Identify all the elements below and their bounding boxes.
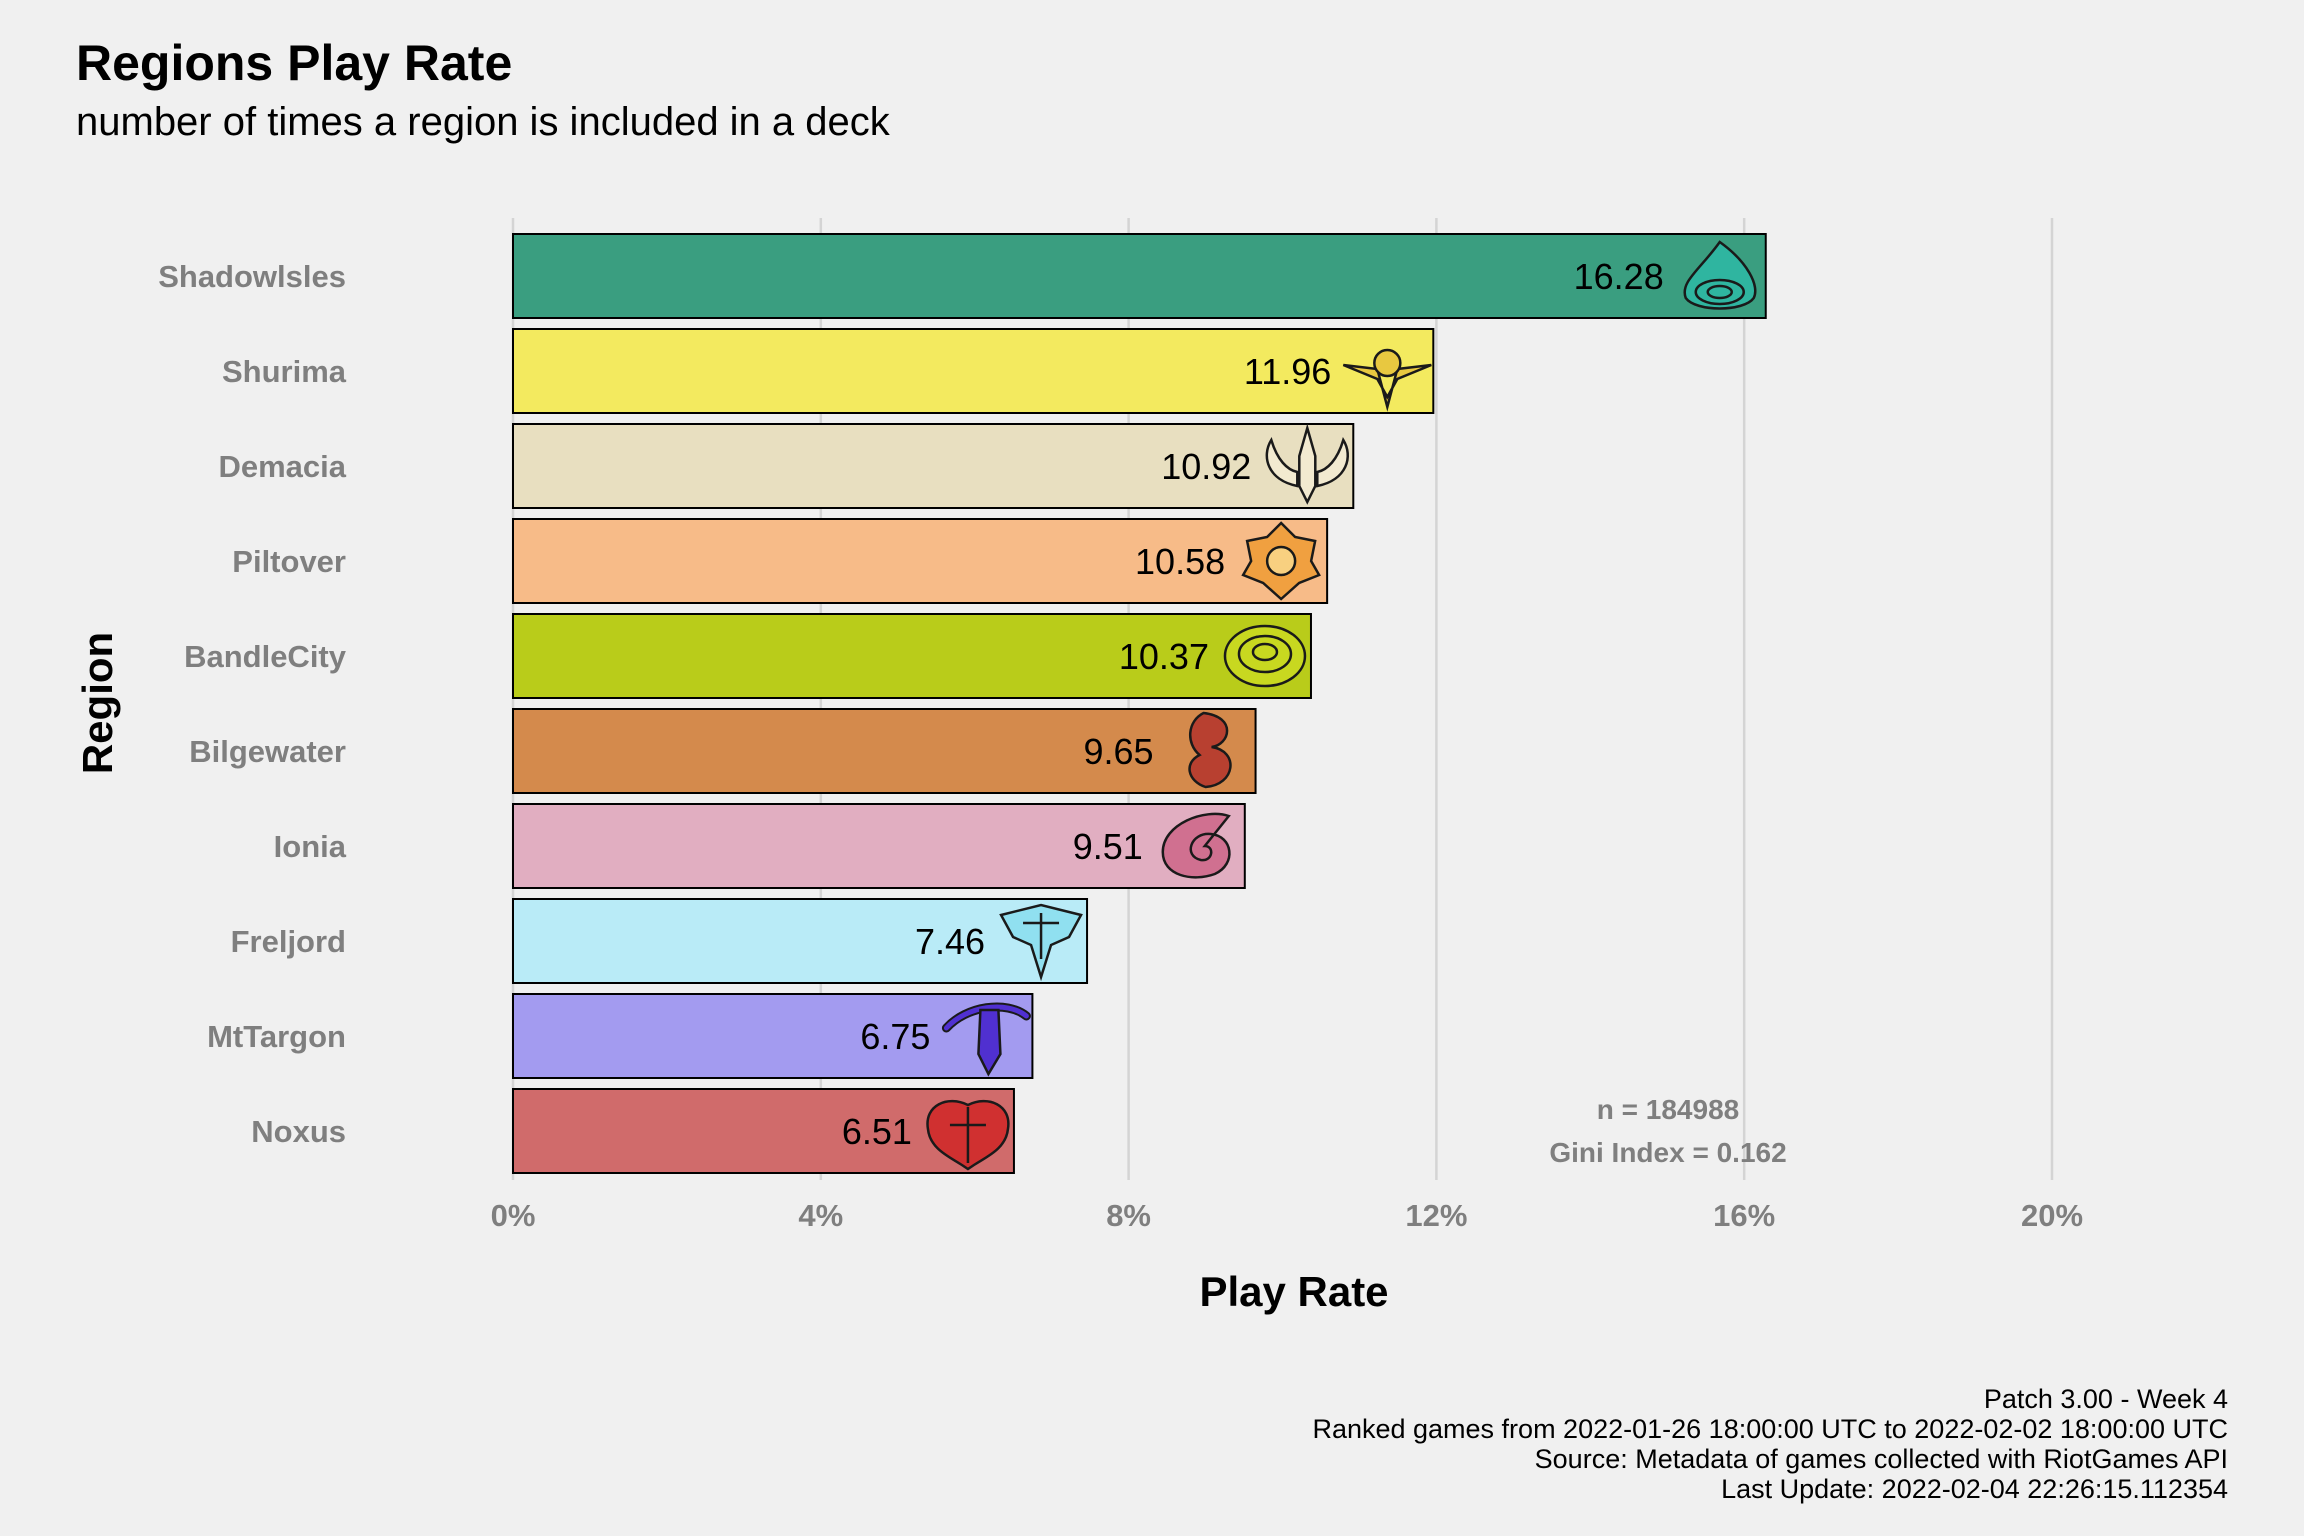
y-tick-label: Shurima xyxy=(222,354,347,389)
gini-index-annotation: Gini Index = 0.162 xyxy=(1549,1137,1786,1168)
x-axis-ticks: 0% 4% 8% 12% 16% 20% xyxy=(491,1198,2083,1233)
x-tick-label: 20% xyxy=(2021,1198,2083,1233)
y-axis-labels: Shadowlsles Shurima Demacia Piltover BandleC… xyxy=(158,259,347,1149)
sample-size-annotation: n = 184988 xyxy=(1597,1094,1739,1125)
caption-source: Source: Metadata of games collected with… xyxy=(1534,1444,2228,1474)
caption-date-range: Ranked games from 2022-01-26 18:00:00 UT… xyxy=(1312,1414,2228,1444)
bar-freljord xyxy=(512,898,1089,984)
y-tick-label: Shadowlsles xyxy=(158,259,346,294)
y-tick-label: Ionia xyxy=(274,829,347,864)
chart-subtitle: number of times a region is included in … xyxy=(76,100,890,144)
y-tick-label: Noxus xyxy=(251,1114,346,1149)
y-tick-label: MtTargon xyxy=(207,1019,346,1054)
value-label: 10.58 xyxy=(1135,541,1225,582)
bar-piltover xyxy=(512,518,1329,604)
bar-demacia xyxy=(512,423,1355,509)
bar-bandlecity xyxy=(512,613,1312,699)
value-label: 7.46 xyxy=(915,921,985,962)
mttargon-icon xyxy=(941,1002,1031,1077)
bar-shurima xyxy=(512,328,1435,414)
noxus-icon xyxy=(926,1099,1010,1171)
x-tick-label: 8% xyxy=(1106,1198,1151,1233)
shurima-icon xyxy=(1342,348,1432,412)
value-label: 10.92 xyxy=(1161,446,1251,487)
piltover-icon xyxy=(1241,521,1321,601)
bar-ionia xyxy=(512,803,1246,889)
x-tick-label: 12% xyxy=(1405,1198,1467,1233)
value-label: 6.51 xyxy=(842,1111,912,1152)
freljord-icon xyxy=(999,903,1083,982)
value-label: 9.51 xyxy=(1073,826,1143,867)
value-label: 9.65 xyxy=(1083,731,1153,772)
y-tick-label: Demacia xyxy=(218,449,346,484)
x-tick-label: 4% xyxy=(798,1198,843,1233)
demacia-icon xyxy=(1265,423,1349,505)
bar-shadowlsles xyxy=(512,233,1767,319)
bandlecity-icon xyxy=(1223,624,1307,688)
value-label: 16.28 xyxy=(1574,256,1664,297)
caption-patch: Patch 3.00 - Week 4 xyxy=(1983,1384,2228,1414)
bilgewater-icon xyxy=(1188,711,1232,789)
value-label: 10.37 xyxy=(1119,636,1209,677)
y-tick-label: Freljord xyxy=(231,924,346,959)
bar-bilgewater xyxy=(512,708,1257,794)
chart-title: Regions Play Rate xyxy=(76,35,513,91)
y-tick-label: BandleCity xyxy=(184,639,347,674)
ionia-icon xyxy=(1161,812,1231,879)
x-tick-label: 0% xyxy=(491,1198,536,1233)
bar-mttargon xyxy=(512,993,1034,1079)
y-tick-label: Piltover xyxy=(232,544,346,579)
y-tick-label: Bilgewater xyxy=(189,734,346,769)
caption: Patch 3.00 - Week 4 Ranked games from 20… xyxy=(1312,1384,2228,1504)
y-axis-title: Region xyxy=(74,632,121,774)
caption-last-update: Last Update: 2022-02-04 22:26:15.112354 xyxy=(1721,1474,2228,1504)
x-axis-title: Play Rate xyxy=(1199,1268,1388,1315)
x-tick-label: 16% xyxy=(1713,1198,1775,1233)
shadowisles-icon xyxy=(1683,240,1757,310)
bars-group: 16.28 11.96 10.92 10.58 10.37 9.65 9.51 7.46 6.7… xyxy=(512,233,1767,1174)
value-label: 6.75 xyxy=(860,1016,930,1057)
value-label: 11.96 xyxy=(1244,351,1331,392)
